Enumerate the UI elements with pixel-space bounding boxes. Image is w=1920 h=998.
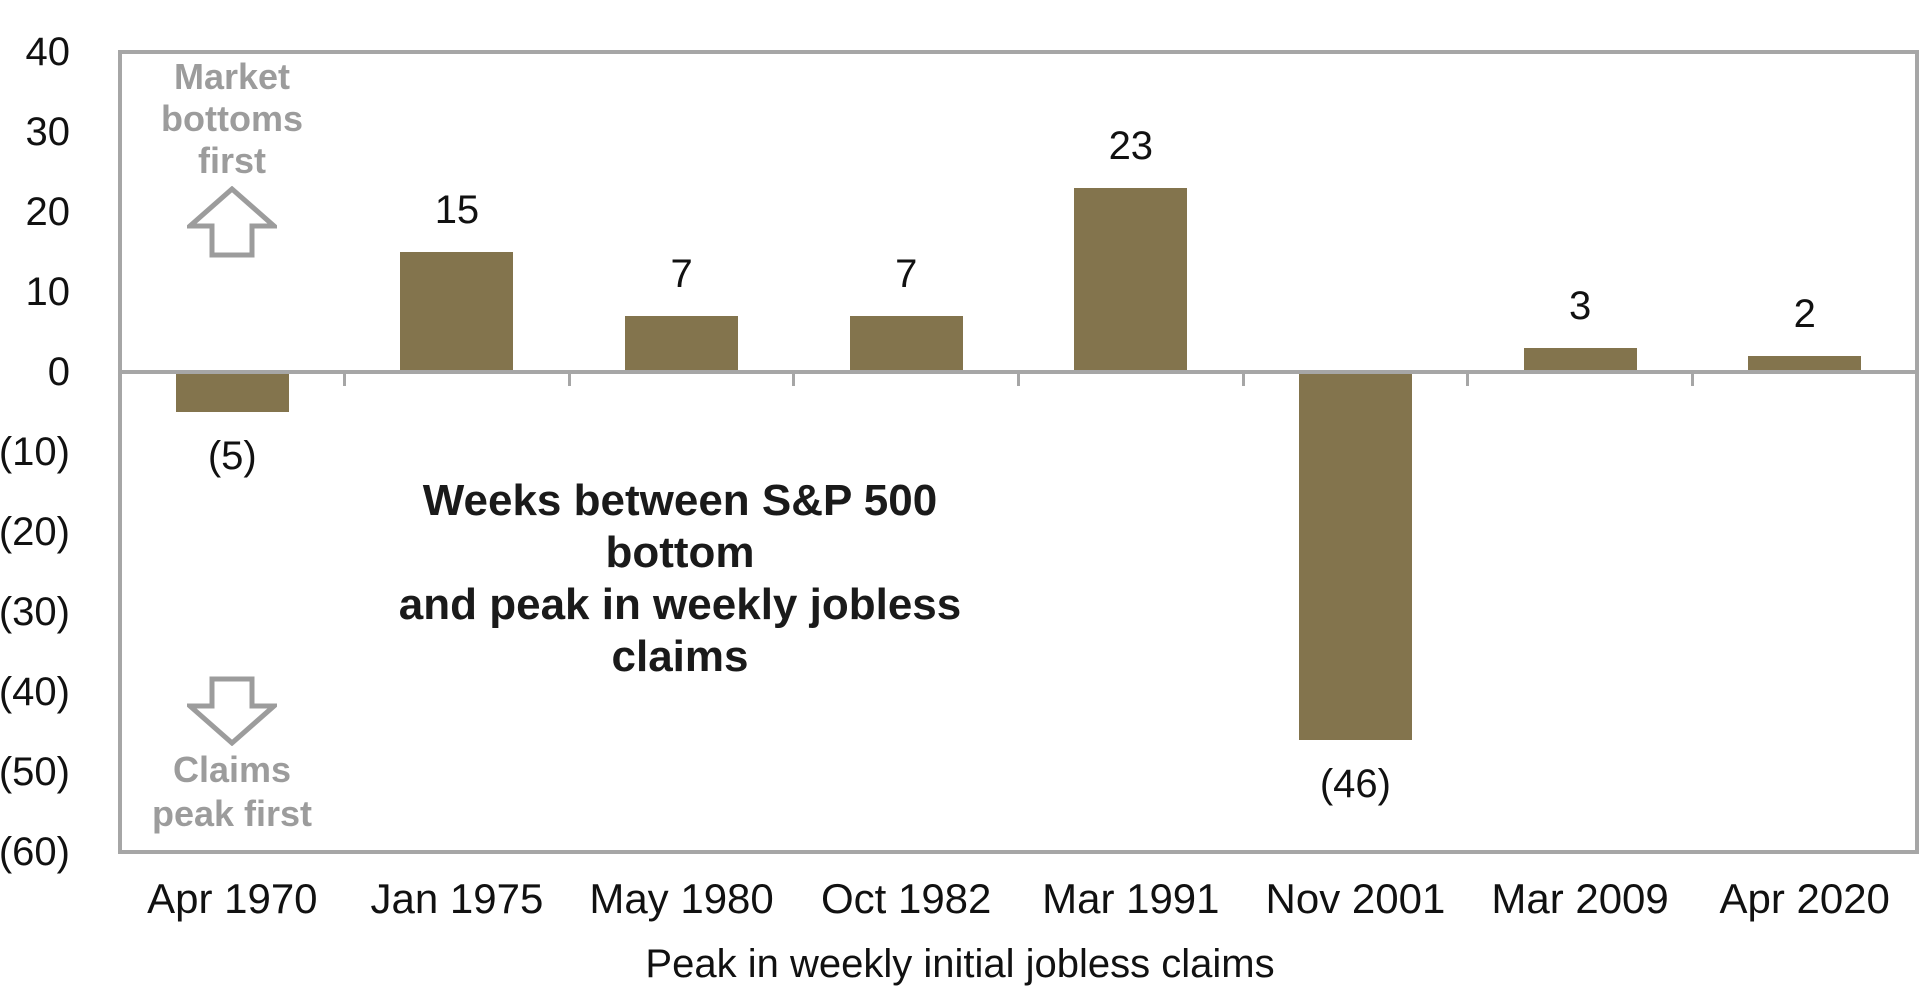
y-axis-label: (50)	[0, 750, 70, 794]
x-axis-label: Apr 1970	[147, 875, 318, 922]
up-arrow-icon	[187, 186, 277, 258]
bar-value-label: 23	[1108, 124, 1154, 168]
bar	[1748, 356, 1862, 372]
bar	[625, 316, 739, 372]
y-axis-label: 10	[25, 270, 71, 314]
axis-tick	[1915, 372, 1919, 386]
axis-tick	[1017, 372, 1020, 386]
bar-value-label: (5)	[207, 434, 257, 478]
zero-axis-line	[120, 370, 1917, 374]
x-axis-title: Peak in weekly initial jobless claims	[645, 942, 1275, 986]
y-axis-label: 0	[47, 350, 70, 394]
claims-peak-first-annotation: Claims peak first	[151, 749, 313, 834]
up-arrow-shape	[187, 186, 277, 258]
x-axis-label: May 1980	[589, 875, 774, 922]
plot-area	[118, 50, 1919, 854]
axis-tick	[792, 372, 796, 386]
x-axis-label: Apr 2020	[1719, 875, 1890, 922]
axis-tick	[1466, 372, 1470, 386]
axis-tick	[118, 372, 122, 386]
x-axis-label: Oct 1982	[820, 875, 992, 922]
bar	[849, 316, 963, 372]
bar	[1074, 188, 1188, 372]
down-arrow-shape	[187, 676, 277, 746]
market-bottoms-first-annotation: Market bottoms first	[161, 56, 303, 181]
bar	[1298, 372, 1412, 740]
axis-tick	[567, 372, 571, 386]
y-axis-label: (40)	[0, 670, 70, 714]
y-axis-label: (30)	[0, 590, 70, 634]
y-axis-label: (60)	[0, 830, 70, 874]
x-axis-label: Mar 2009	[1491, 875, 1669, 922]
bar	[175, 372, 289, 412]
bar-value-label: (46)	[1319, 762, 1391, 806]
y-axis-label: (20)	[0, 510, 70, 554]
bar-value-label: 2	[1793, 292, 1816, 336]
x-axis-label: Mar 1991	[1042, 875, 1220, 922]
bar-value-label: 7	[670, 252, 693, 296]
chart-subtitle-annotation: Weeks between S&P 500 bottom and peak in…	[398, 476, 962, 681]
axis-tick	[1241, 372, 1245, 386]
down-arrow-icon	[187, 676, 277, 746]
y-axis-label: 40	[25, 30, 71, 74]
y-axis-label: 30	[25, 110, 71, 154]
axis-tick	[1690, 372, 1694, 386]
bar-value-label: 3	[1568, 284, 1592, 328]
axis-tick	[343, 372, 347, 386]
bar	[400, 252, 514, 372]
x-axis-label: Nov 2001	[1265, 875, 1446, 922]
bar-value-label: 15	[434, 188, 480, 232]
x-axis-label: Jan 1975	[370, 875, 544, 922]
bar	[1523, 348, 1637, 372]
y-axis-label: (10)	[0, 430, 70, 474]
bar-value-label: 7	[895, 252, 918, 296]
y-axis-label: 20	[25, 190, 71, 234]
